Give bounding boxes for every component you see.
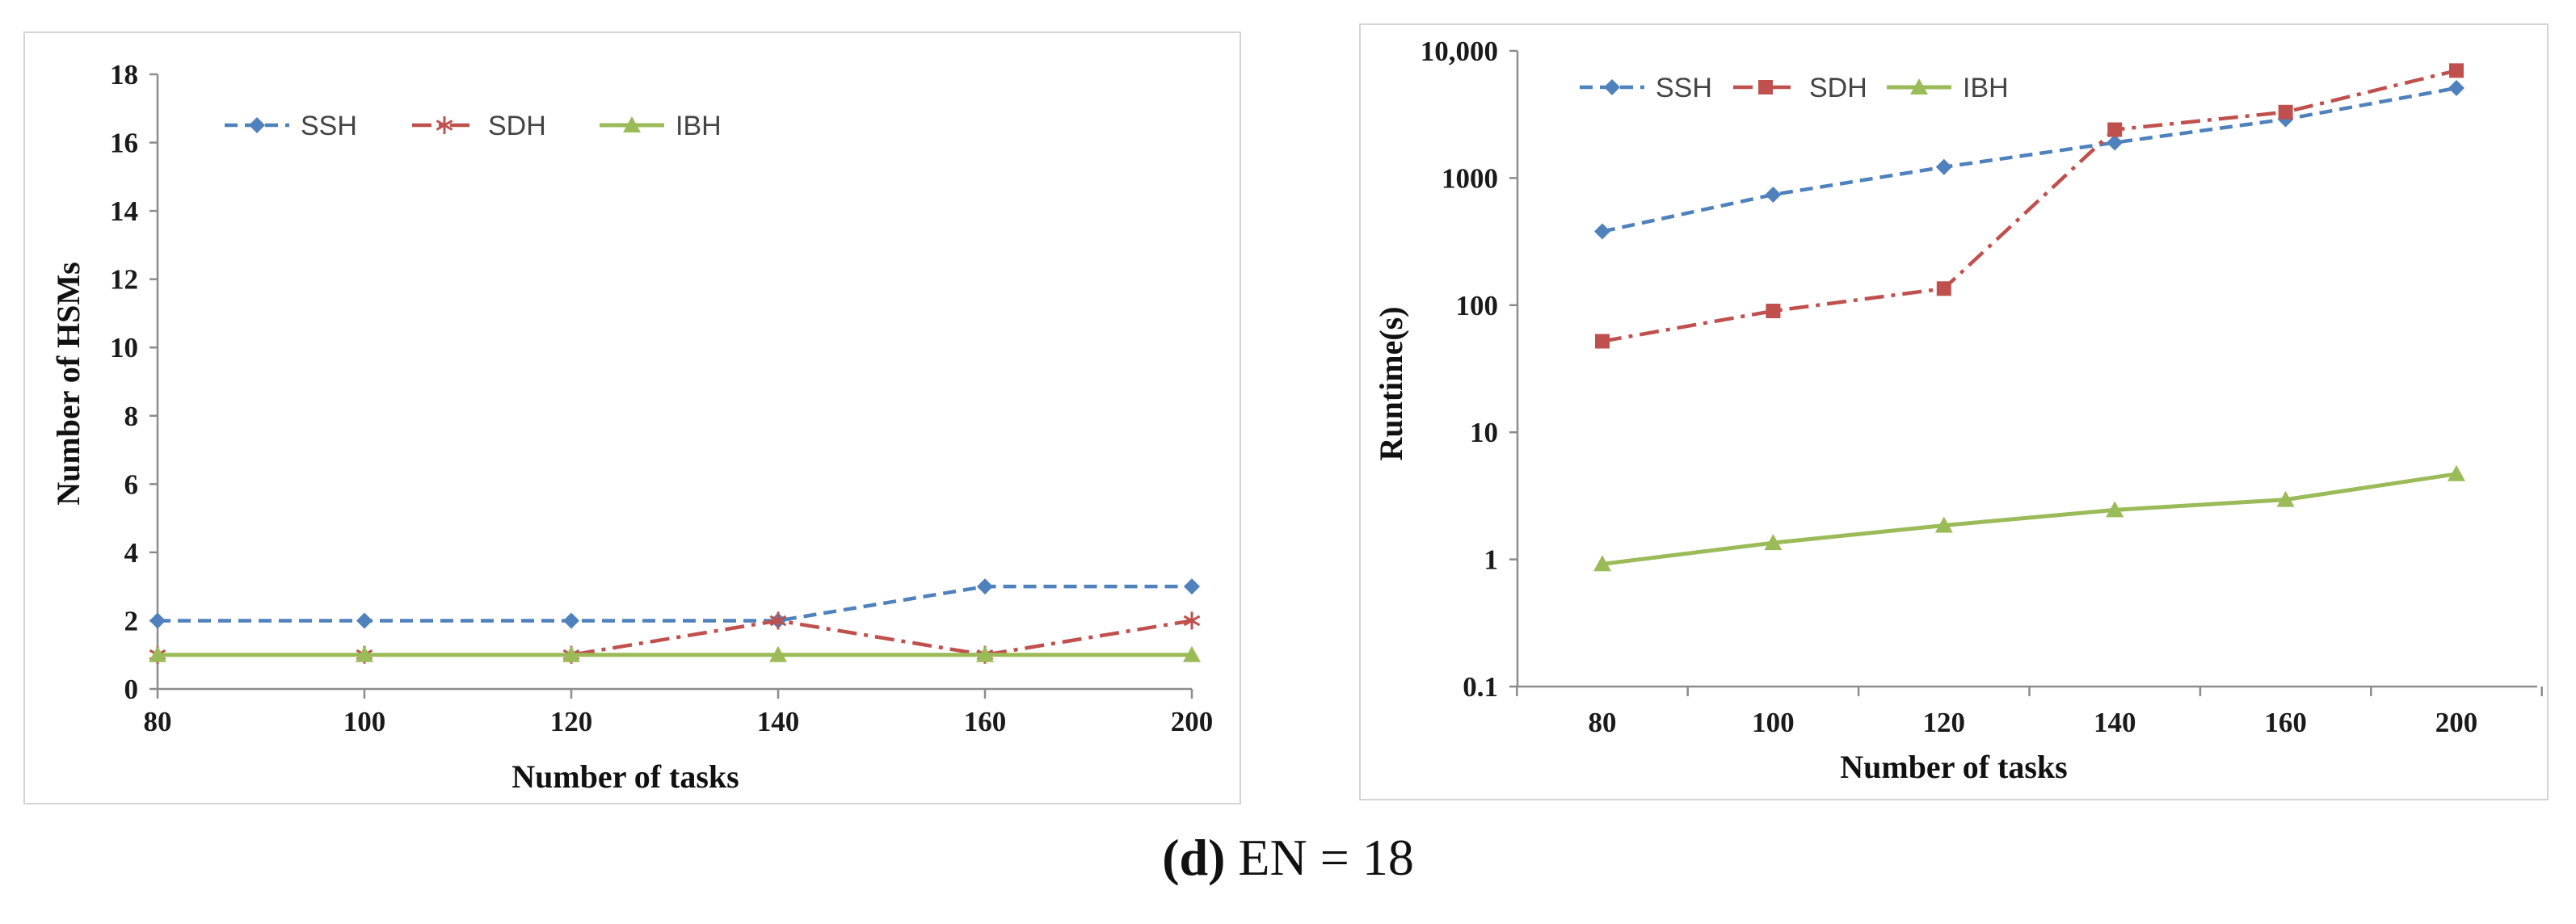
chart-number-of-hsms: 0 2 4 6 8 10 12 14 16 18 80 100 120 140 160 200 SSH SDH I…	[23, 32, 1241, 804]
y-tick-label: 2	[124, 605, 139, 636]
x-tick-label: 80	[1589, 707, 1617, 738]
x-axis-title: Number of tasks	[1840, 749, 2068, 785]
axes: 0 2 4 6 8 10 12 14 16 18 80 100 120 140 160 200	[110, 59, 1213, 737]
legend-label-sdh: SDH	[488, 111, 546, 141]
legend-marker-sdh	[436, 116, 453, 134]
y-tick-label: 8	[124, 401, 139, 432]
legend: SSH SDH IBH	[1580, 73, 2009, 103]
legend-label-ssh: SSH	[1656, 73, 1712, 103]
y-tick-label: 16	[110, 128, 138, 159]
legend-label-ibh: IBH	[1963, 73, 2009, 103]
legend-marker-ibh	[623, 116, 641, 132]
chart-runtime: 0.1 1 10 100 1000 10,000 80 100 120 140 160 200 SSH…	[1359, 23, 2549, 800]
data-point-ssh	[1184, 578, 1200, 595]
data-point-ibh	[1764, 534, 1783, 551]
data-point-sdh-stroke	[1183, 615, 1201, 627]
y-tick-label: 12	[110, 264, 138, 296]
chart-frame	[23, 32, 1241, 804]
legend-label-ssh: SSH	[301, 111, 357, 141]
panel-letter: (d)	[1162, 829, 1226, 886]
y-tick-label: 6	[124, 468, 139, 500]
x-tick-label: 160	[964, 706, 1007, 737]
data-point-ssh	[1765, 186, 1782, 203]
x-tick-label: 160	[2264, 707, 2307, 738]
data-point-sdh	[1595, 334, 1610, 349]
data-point-sdh	[1766, 304, 1781, 319]
x-tick-label: 100	[1752, 707, 1795, 738]
y-tick-label: 18	[110, 59, 138, 90]
x-tick-label: 120	[1923, 707, 1966, 738]
data-point-ibh	[1183, 645, 1201, 662]
y-tick-label: 0	[124, 674, 139, 705]
data-point-ibh	[2276, 490, 2295, 507]
y-tick-label: 10,000	[1421, 36, 1498, 67]
x-tick-label: 140	[2094, 707, 2136, 738]
caption-text: EN = 18	[1238, 829, 1414, 886]
data-point-ibh	[2448, 464, 2465, 481]
legend: SSH SDH IBH	[225, 111, 722, 141]
data-point-sdh	[2278, 104, 2293, 120]
legend-marker-ssh	[249, 117, 265, 133]
plot-area	[1593, 63, 2465, 572]
data-point-ssh	[2448, 80, 2464, 97]
y-tick-label: 14	[110, 195, 138, 227]
data-point-sdh	[769, 611, 787, 630]
data-point-ssh	[1935, 158, 1952, 175]
series-line-sdh	[1602, 69, 2457, 343]
data-point-ssh	[2107, 134, 2124, 151]
legend-label-ibh: IBH	[676, 111, 722, 141]
axes: 0.1 1 10 100 1000 10,000 80 100 120 140 160 200	[1421, 36, 2543, 738]
y-tick-label: 4	[124, 537, 139, 569]
x-tick-label: 100	[343, 706, 386, 737]
x-tick-label: 200	[1171, 706, 1214, 737]
data-point-ssh	[1594, 223, 1610, 240]
x-tick-label: 80	[144, 706, 172, 737]
data-point-sdh-stroke	[769, 615, 787, 627]
y-tick-label: 0.1	[1463, 671, 1498, 703]
figure-caption: (d) EN = 18	[0, 828, 2576, 888]
y-tick-label: 10	[1470, 417, 1498, 448]
legend-marker-sdh	[1758, 80, 1773, 94]
series-line-ibh	[1602, 472, 2457, 566]
data-point-sdh	[2449, 63, 2464, 78]
legend-marker-ssh	[1604, 79, 1620, 95]
y-tick-label: 10	[110, 332, 138, 363]
data-point-sdh	[2107, 122, 2123, 137]
x-tick-label: 120	[550, 706, 593, 737]
data-point-ssh	[149, 612, 166, 629]
x-axis-title: Number of tasks	[511, 758, 739, 795]
legend-marker-ibh	[1910, 78, 1928, 94]
data-point-ssh	[977, 578, 993, 595]
x-tick-label: 140	[757, 706, 800, 737]
data-point-ibh	[1934, 516, 1953, 533]
y-axis-title: Runtime(s)	[1373, 306, 1409, 460]
data-point-ibh	[562, 645, 580, 662]
legend-marker-sdh-stroke	[436, 120, 453, 131]
x-tick-label: 200	[2435, 707, 2478, 738]
series-line-ssh	[158, 584, 1192, 623]
data-point-sdh	[1183, 611, 1201, 630]
data-point-ibh	[976, 645, 994, 662]
chart-frame	[1359, 23, 2549, 800]
series-line-ssh	[1602, 86, 2457, 233]
data-point-sdh	[1936, 281, 1951, 296]
data-point-ibh	[2106, 501, 2124, 518]
y-axis-title: Number of HSMs	[50, 262, 86, 505]
y-tick-label: 100	[1456, 290, 1499, 321]
data-point-ssh	[563, 612, 579, 629]
data-point-ssh	[356, 612, 373, 629]
data-point-ibh	[1593, 555, 1611, 572]
y-tick-label: 1000	[1442, 162, 1498, 194]
y-tick-label: 1	[1484, 544, 1499, 576]
legend-label-sdh: SDH	[1809, 73, 1867, 103]
data-point-ibh	[149, 645, 166, 662]
plot-area	[149, 578, 1201, 664]
data-point-ibh	[356, 645, 373, 662]
data-point-ibh	[769, 645, 787, 662]
